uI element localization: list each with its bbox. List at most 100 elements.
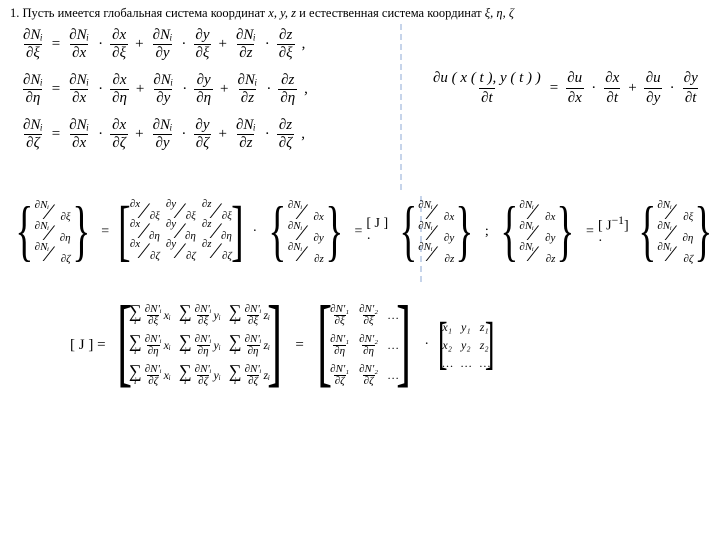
diag-frac: ∂Nᵢ⁄∂z — [418, 243, 454, 263]
fraction: ∂Nᵢ∂x — [67, 28, 91, 61]
diag-frac: ∂Nᵢ⁄∂x — [519, 201, 555, 221]
fraction: ∂x∂t — [603, 70, 621, 107]
jacobian-relations: { ∂Nᵢ⁄∂ξ∂Nᵢ⁄∂η∂Nᵢ⁄∂ζ } = [ ∂x⁄∂ξ∂y⁄∂ξ∂z⁄… — [8, 200, 720, 264]
brace-l: { — [638, 199, 656, 261]
fraction: ∂z∂η — [278, 73, 297, 106]
diag-frac: ∂Nᵢ⁄∂η — [657, 222, 693, 242]
jinv-sup: −1 — [612, 214, 624, 227]
diag-frac: ∂x⁄∂ξ — [130, 200, 160, 220]
coord-cell: … — [461, 356, 472, 371]
shape-cell: ∂Nʹ₁∂ζ — [329, 364, 350, 387]
bracket-l: [ — [117, 296, 132, 386]
fraction: ∂y∂η — [194, 73, 213, 106]
eq-sign: = — [354, 224, 362, 240]
fraction: ∂Nᵢ∂z — [234, 118, 258, 151]
fraction: ∂Nᵢ∂z — [236, 73, 260, 106]
title-part-2: и естественная система координат — [299, 6, 485, 20]
sigma-icon: ∑i — [179, 335, 192, 355]
vec-entry: ∂Nᵢ⁄∂η — [35, 222, 71, 242]
fraction: ∂x∂η — [110, 73, 129, 106]
dot-op: · — [424, 337, 429, 353]
sum-matrix: ∑i ∂Nʹᵢ∂ξ xᵢ ∑i ∂Nʹᵢ∂ξ yᵢ ∑i ∂Nʹᵢ∂ξ zᵢ — [129, 300, 270, 390]
vec-entry: ∂Nᵢ⁄∂ζ — [35, 243, 71, 263]
bracket-r: ] — [396, 296, 411, 386]
diag-frac: ∂Nᵢ⁄∂y — [288, 222, 324, 242]
chain-row: ∂Nᵢ∂ξ=∂Nᵢ∂x·∂x∂ξ+∂Nᵢ∂y·∂y∂ξ+∂Nᵢ∂z·∂z∂ξ, — [18, 28, 312, 61]
brace-l: { — [269, 199, 287, 261]
diag-frac: ∂Nᵢ⁄∂ξ — [35, 201, 71, 221]
jacobian-matrix: ∂x⁄∂ξ∂y⁄∂ξ∂z⁄∂ξ∂x⁄∂η∂y⁄∂η∂z⁄∂η∂x⁄∂ζ∂y⁄∂ζ… — [130, 200, 232, 264]
brace-l: { — [15, 199, 33, 261]
fraction: ∂u∂y — [644, 70, 663, 107]
coord-matrix: x₁y₁z₁x₂y₂z₂……… — [442, 318, 490, 372]
diag-frac: ∂Nᵢ⁄∂y — [418, 222, 454, 242]
sum-cell: ∑i ∂Nʹᵢ∂ξ xᵢ — [129, 304, 171, 327]
diag-frac: ∂Nᵢ⁄∂x — [288, 201, 324, 221]
diag-frac: ∂Nᵢ⁄∂ζ — [657, 243, 693, 263]
dot-op: · — [253, 224, 258, 240]
shape-cell: ∂Nʹ₁∂η — [329, 334, 350, 357]
fraction: ∂Nᵢ∂y — [151, 28, 175, 61]
sum-cell: ∑i ∂Nʹᵢ∂ζ zᵢ — [229, 364, 270, 387]
vec-entry: ∂Nᵢ⁄∂η — [657, 222, 693, 242]
bracket-r: ] — [231, 199, 243, 261]
diag-frac: ∂Nᵢ⁄∂z — [288, 243, 324, 263]
vec-ni-greek-2: ∂Nᵢ⁄∂ξ∂Nᵢ⁄∂η∂Nᵢ⁄∂ζ — [657, 200, 693, 264]
title-coords-greek: ξ, η, ζ — [485, 6, 514, 20]
sigma-icon: ∑i — [179, 365, 192, 385]
title-part-1: 1. Пусть имеется глобальная система коор… — [10, 6, 268, 20]
fraction: ∂Nᵢ∂y — [151, 73, 175, 106]
diag-frac: ∂y⁄∂ζ — [166, 240, 196, 260]
vec-entry: ∂Nᵢ⁄∂z — [519, 243, 555, 263]
fraction: ∂Nᵢ∂η — [21, 73, 45, 106]
fraction: ∂Nᵢ∂x — [67, 73, 91, 106]
fraction: ∂Nᵢ∂x — [67, 118, 91, 151]
diag-frac: ∂x⁄∂η — [130, 220, 160, 240]
fraction: ∂Nᵢ∂ξ — [21, 28, 45, 61]
sum-cell: ∑i ∂Nʹᵢ∂η xᵢ — [129, 334, 171, 357]
fraction: ∂Nᵢ∂ζ — [21, 118, 45, 151]
diag-frac: ∂Nᵢ⁄∂x — [418, 201, 454, 221]
sigma-icon: ∑i — [229, 335, 242, 355]
shape-cell: ∂Nʹ₂∂η — [358, 334, 379, 357]
coord-cell: y₂ — [461, 338, 472, 353]
fraction: ∂x∂ξ — [110, 28, 128, 61]
brace-r: } — [72, 199, 90, 261]
sum-cell: ∑i ∂Nʹᵢ∂ξ yᵢ — [179, 304, 221, 327]
total-derivative-eq: ∂u ( x ( t ), y ( t ) ) ∂t = ∂u∂x·∂x∂t+∂… — [428, 70, 703, 119]
brace-r: } — [456, 199, 474, 261]
vec-entry: ∂Nᵢ⁄∂x — [288, 201, 324, 221]
vec-ni-xyz-3: ∂Nᵢ⁄∂x∂Nᵢ⁄∂y∂Nᵢ⁄∂z — [519, 200, 555, 264]
title-line: 1. Пусть имеется глобальная система коор… — [10, 6, 514, 21]
brace-r: } — [557, 199, 575, 261]
jinv-l: [ J — [598, 218, 612, 233]
brace-l: { — [500, 199, 518, 261]
diag-frac: ∂Nᵢ⁄∂ξ — [657, 201, 693, 221]
shape-cell: ∂Nʹ₂∂ζ — [358, 364, 379, 387]
diag-frac: ∂z⁄∂η — [202, 220, 232, 240]
eq-sign: = — [550, 80, 558, 97]
vec-entry: ∂Nᵢ⁄∂ξ — [657, 201, 693, 221]
vec-entry: ∂Nᵢ⁄∂z — [418, 243, 454, 263]
vec-entry: ∂Nᵢ⁄∂ξ — [35, 201, 71, 221]
eq-sign: = — [101, 224, 109, 240]
diag-frac: ∂Nᵢ⁄∂y — [519, 222, 555, 242]
bracket-l: [ — [438, 317, 448, 369]
vec-ni-greek: ∂Nᵢ⁄∂ξ∂Nᵢ⁄∂η∂Nᵢ⁄∂ζ — [35, 200, 71, 264]
shape-cell: ∂Nʹ₁∂ξ — [329, 304, 350, 327]
diag-frac: ∂y⁄∂η — [166, 220, 196, 240]
sum-cell: ∑i ∂Nʹᵢ∂η zᵢ — [229, 334, 270, 357]
j-equals: [ J ] = — [70, 337, 106, 354]
sigma-icon: ∑i — [229, 305, 242, 325]
diag-frac: ∂y⁄∂ξ — [166, 200, 196, 220]
diag-frac: ∂x⁄∂ζ — [130, 240, 160, 260]
fraction: ∂z∂ξ — [277, 28, 295, 61]
vec-entry: ∂Nᵢ⁄∂x — [519, 201, 555, 221]
vec-entry: ∂Nᵢ⁄∂y — [519, 222, 555, 242]
brace-r: } — [325, 199, 343, 261]
tr-lhs-num: ∂u ( x ( t ), y ( t ) ) — [431, 70, 543, 88]
colon: ; — [485, 224, 489, 240]
vec-ni-xyz: ∂Nᵢ⁄∂x∂Nᵢ⁄∂y∂Nᵢ⁄∂z — [288, 200, 324, 264]
sigma-icon: ∑i — [229, 365, 242, 385]
vec-ni-xyz-2: ∂Nᵢ⁄∂x∂Nᵢ⁄∂y∂Nᵢ⁄∂z — [418, 200, 454, 264]
